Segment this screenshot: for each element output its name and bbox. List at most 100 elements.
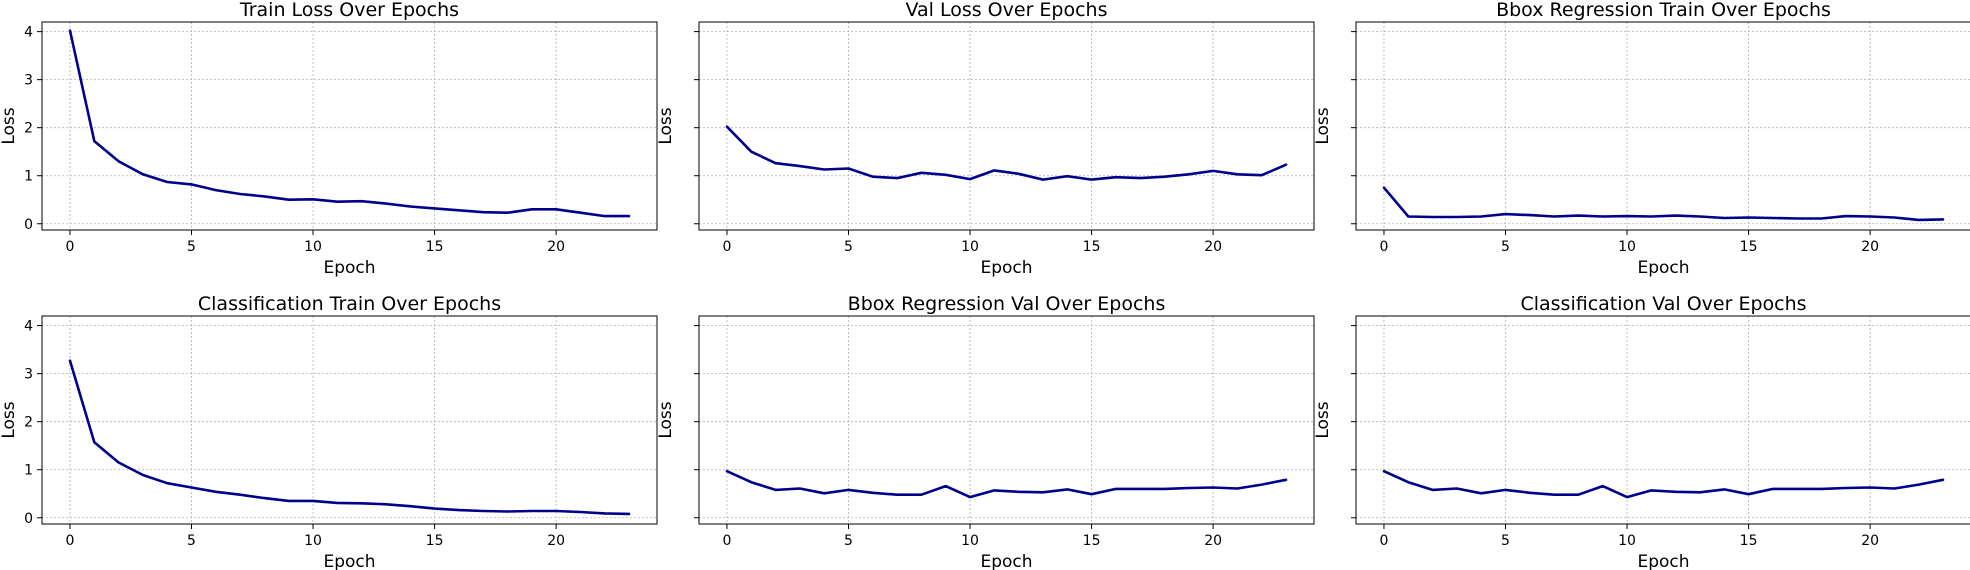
x-tick-label: 0 xyxy=(1379,239,1388,255)
x-tick-label: 20 xyxy=(1204,239,1222,255)
data-point xyxy=(896,177,899,180)
data-point xyxy=(1407,481,1410,484)
data-point xyxy=(1114,488,1117,491)
data-point xyxy=(1601,215,1604,218)
data-point xyxy=(263,497,266,500)
data-point xyxy=(774,162,777,165)
data-point xyxy=(847,488,850,491)
data-point xyxy=(1771,488,1774,491)
data-point xyxy=(603,215,606,218)
data-point xyxy=(1771,217,1774,220)
data-point xyxy=(798,165,801,168)
loss-series-line xyxy=(68,29,631,218)
data-point xyxy=(1383,470,1386,473)
chart-title: Bbox Regression Train Over Epochs xyxy=(1496,0,1831,21)
x-axis-label: Epoch xyxy=(323,552,375,570)
data-point xyxy=(287,500,290,503)
data-point xyxy=(871,491,874,494)
data-point xyxy=(1553,215,1556,218)
x-axis-label: Epoch xyxy=(1637,258,1689,278)
data-point xyxy=(1455,216,1458,219)
chart-title: Bbox Regression Val Over Epochs xyxy=(848,293,1166,315)
data-point xyxy=(823,492,826,495)
data-point xyxy=(1626,215,1629,218)
y-tick-label: 1 xyxy=(24,169,33,185)
data-point xyxy=(409,205,412,208)
data-point xyxy=(896,493,899,496)
data-point xyxy=(798,487,801,490)
data-point xyxy=(1212,486,1215,489)
data-point xyxy=(750,150,753,153)
data-point xyxy=(360,200,363,203)
data-point xyxy=(69,359,72,362)
data-point xyxy=(1187,487,1190,490)
x-tick-label: 15 xyxy=(426,239,444,255)
data-point xyxy=(1504,213,1507,216)
x-tick-label: 10 xyxy=(961,239,979,255)
y-tick-label: 0 xyxy=(24,511,33,527)
data-point xyxy=(1699,491,1702,494)
data-point xyxy=(69,29,72,32)
x-tick-label: 5 xyxy=(1501,533,1510,549)
data-point xyxy=(433,507,436,510)
data-point xyxy=(1260,174,1263,177)
data-point xyxy=(1480,492,1483,495)
x-tick-label: 20 xyxy=(547,533,565,549)
data-point xyxy=(385,503,388,506)
data-point xyxy=(190,183,193,186)
data-point xyxy=(166,181,169,184)
x-axis-label: Epoch xyxy=(323,258,375,278)
x-tick-label: 10 xyxy=(304,239,322,255)
data-point xyxy=(1042,491,1045,494)
y-tick-label: 0 xyxy=(24,217,33,233)
data-point xyxy=(1017,490,1020,493)
data-point xyxy=(1236,173,1239,176)
data-point xyxy=(1066,175,1069,178)
data-point xyxy=(823,168,826,171)
chart-panel-1: 0 5 10 15 20 0 1 2 3 4 Train Loss Over Epochs Epoch… xyxy=(0,0,658,278)
data-point xyxy=(1163,175,1166,178)
y-axis-label: Loss xyxy=(0,107,19,144)
x-tick-label: 15 xyxy=(426,533,444,549)
y-axis-label: Loss xyxy=(656,107,676,144)
data-point xyxy=(628,513,631,516)
x-tick-label: 10 xyxy=(1618,533,1636,549)
x-axis-label: Epoch xyxy=(980,552,1032,570)
data-point xyxy=(1090,493,1093,496)
data-point xyxy=(1650,215,1653,218)
data-point xyxy=(530,208,533,211)
data-point xyxy=(726,470,729,473)
data-point xyxy=(579,211,582,214)
x-tick-label: 5 xyxy=(187,533,196,549)
data-point xyxy=(1163,488,1166,491)
data-point xyxy=(239,193,242,196)
chart-panel-6: 0 5 10 15 20 Classification Val Over Epochs Ep… xyxy=(1313,293,1970,570)
data-point xyxy=(166,482,169,485)
x-tick-label: 15 xyxy=(1083,533,1101,549)
data-point xyxy=(312,198,315,201)
data-point xyxy=(457,209,460,212)
y-tick-label: 3 xyxy=(24,73,33,89)
data-point xyxy=(239,493,242,496)
y-tick-label: 2 xyxy=(24,121,33,137)
data-point xyxy=(603,512,606,515)
data-point xyxy=(969,178,972,181)
loss-series-line xyxy=(1382,186,1945,222)
axes-frame xyxy=(41,315,658,525)
data-point xyxy=(1893,487,1896,490)
data-point xyxy=(336,200,339,203)
data-point xyxy=(433,207,436,210)
data-point xyxy=(1674,490,1677,493)
data-point xyxy=(1747,493,1750,496)
data-point xyxy=(117,461,120,464)
data-point xyxy=(506,211,509,214)
axes-frame xyxy=(698,21,1315,231)
x-tick-label: 20 xyxy=(1204,533,1222,549)
axes-frame xyxy=(698,315,1315,525)
data-point xyxy=(312,500,315,503)
data-point xyxy=(506,510,509,513)
data-point xyxy=(1844,487,1847,490)
data-point xyxy=(1674,214,1677,217)
chart-title: Classification Val Over Epochs xyxy=(1520,293,1806,315)
data-point xyxy=(457,509,460,512)
